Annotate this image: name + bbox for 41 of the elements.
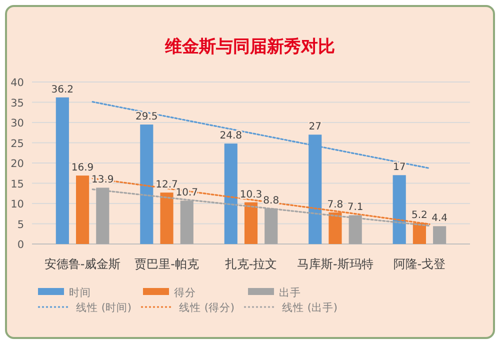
y-tick-label: 35: [10, 97, 24, 110]
y-tick-label: 5: [17, 218, 24, 231]
data-label: 10.3: [240, 189, 262, 200]
legend-label: 时间: [69, 286, 91, 299]
legend-label: 线性 (时间): [76, 301, 132, 314]
y-tick-label: 25: [10, 138, 24, 150]
y-tick-label: 10: [10, 198, 24, 210]
data-label: 7.8: [327, 199, 344, 210]
data-label: 24.8: [220, 130, 242, 142]
bar: [433, 226, 446, 244]
data-label: 29.5: [136, 112, 158, 123]
legend-label: 线性 (出手): [282, 301, 338, 314]
x-tick-label: 扎克-拉文: [224, 257, 278, 271]
x-tick-label: 安德鲁-威金斯: [44, 257, 121, 271]
chart-title: 维金斯与同届新秀对比: [164, 37, 335, 57]
y-tick-label: 15: [10, 178, 24, 190]
bar: [76, 176, 90, 244]
data-label: 10.7: [176, 188, 198, 199]
data-label: 12.7: [156, 180, 178, 191]
legend-label: 得分: [174, 287, 196, 299]
data-label: 17: [392, 162, 406, 174]
y-tick-label: 40: [10, 77, 24, 89]
bar: [392, 175, 406, 244]
data-label: 7.1: [347, 202, 364, 214]
bar: [56, 97, 69, 244]
data-label: 36.2: [51, 84, 74, 96]
x-tick-label: 贾巴里-帕克: [134, 257, 199, 271]
legend-label: 出手: [279, 286, 301, 299]
data-label: 27: [308, 122, 322, 133]
x-tick-label: 马库斯-斯玛特: [297, 257, 374, 271]
bar: [160, 192, 174, 244]
x-tick-label: 阿隆-戈登: [393, 257, 446, 271]
bar: [140, 124, 154, 244]
y-tick-label: 0: [17, 239, 24, 251]
y-tick-label: 20: [10, 158, 24, 170]
bar: [224, 144, 238, 244]
data-label: 4.4: [432, 213, 448, 224]
legend-label: 线性 (得分): [179, 301, 235, 314]
y-tick-label: 30: [10, 118, 24, 130]
data-label: 16.9: [71, 162, 94, 174]
data-label: 5.2: [412, 210, 428, 221]
